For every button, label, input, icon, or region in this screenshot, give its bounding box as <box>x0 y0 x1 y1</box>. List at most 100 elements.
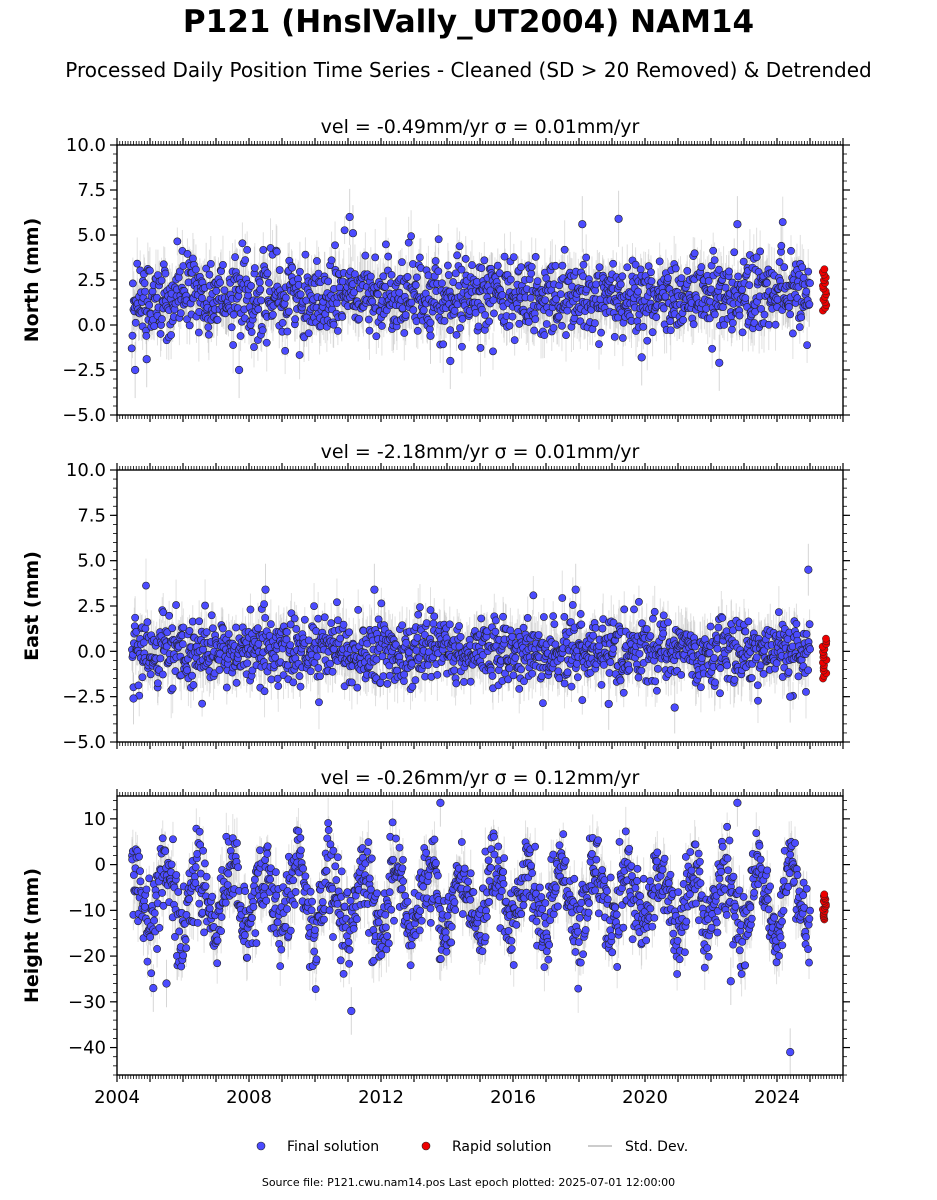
final-point <box>449 278 458 286</box>
final-point <box>461 254 470 263</box>
final-point <box>468 261 476 269</box>
final-point <box>291 315 299 324</box>
final-point <box>139 638 148 647</box>
final-point <box>616 280 625 289</box>
final-point <box>805 300 814 309</box>
final-point <box>431 257 440 265</box>
final-point <box>551 261 560 270</box>
north-data <box>127 188 831 399</box>
final-point <box>803 341 811 349</box>
final-point <box>679 316 688 324</box>
final-point <box>777 241 786 250</box>
final-point <box>156 330 165 338</box>
north-velocity-title: vel = -0.49mm/yr σ = 0.01mm/yr <box>321 116 640 138</box>
final-point <box>728 325 736 334</box>
final-point <box>158 670 167 679</box>
final-point <box>524 318 533 326</box>
final-point <box>265 278 273 287</box>
final-point <box>131 613 140 622</box>
final-point <box>728 318 737 327</box>
final-point <box>541 296 550 304</box>
final-point <box>530 326 539 335</box>
final-point <box>259 246 268 254</box>
final-point <box>697 263 706 271</box>
final-point <box>509 253 518 261</box>
final-point <box>411 281 420 290</box>
final-point <box>426 318 435 327</box>
final-point <box>156 654 165 663</box>
final-point <box>426 331 435 340</box>
final-point <box>498 291 507 299</box>
final-point <box>374 290 382 299</box>
final-point <box>157 315 166 323</box>
final-point <box>241 256 250 265</box>
final-point <box>202 264 211 273</box>
final-point <box>786 310 795 319</box>
final-point <box>194 328 203 337</box>
final-point <box>333 326 342 335</box>
final-point <box>614 214 623 223</box>
final-point <box>752 253 761 262</box>
final-point <box>250 264 259 272</box>
final-point <box>739 257 748 266</box>
final-point <box>395 288 404 297</box>
final-point <box>804 267 813 276</box>
final-point <box>558 261 567 270</box>
final-point <box>733 220 742 229</box>
final-point <box>474 322 483 331</box>
final-point <box>715 358 724 367</box>
final-point <box>579 260 588 269</box>
final-point <box>189 254 197 263</box>
final-point <box>212 287 221 295</box>
final-point <box>141 624 150 633</box>
final-point <box>562 331 570 339</box>
final-point <box>689 320 698 329</box>
final-point <box>327 256 336 265</box>
final-point <box>157 276 166 285</box>
final-point <box>159 608 168 617</box>
final-point <box>401 311 410 319</box>
final-point <box>756 247 765 256</box>
final-point <box>159 260 168 269</box>
final-point <box>558 321 566 330</box>
final-point <box>458 315 467 323</box>
final-point <box>450 306 459 315</box>
final-point <box>296 267 304 276</box>
final-point <box>145 301 154 309</box>
final-point <box>592 280 601 289</box>
final-point <box>128 279 137 288</box>
final-point <box>446 356 455 366</box>
final-point <box>648 328 657 337</box>
final-point <box>345 212 354 222</box>
final-point <box>533 277 542 285</box>
final-point <box>591 319 599 328</box>
final-point <box>610 332 619 341</box>
final-point <box>372 332 381 341</box>
final-point <box>142 355 151 364</box>
final-point <box>378 322 386 330</box>
final-point <box>304 329 313 338</box>
final-point <box>281 346 290 355</box>
y-tick-label: 2.5 <box>77 270 106 291</box>
final-point <box>595 263 604 272</box>
final-point <box>434 267 443 276</box>
final-point <box>140 279 149 288</box>
final-point <box>661 292 670 301</box>
final-point <box>560 245 569 254</box>
final-point <box>636 265 645 274</box>
final-point <box>444 271 453 279</box>
final-point <box>213 315 222 324</box>
final-point <box>146 670 155 679</box>
final-point <box>735 311 744 320</box>
final-point <box>549 323 558 332</box>
final-point <box>555 312 563 321</box>
final-point <box>434 235 443 244</box>
final-point <box>690 249 699 258</box>
final-point <box>381 282 390 291</box>
east-data <box>128 543 831 734</box>
final-point <box>806 279 814 288</box>
final-point <box>295 351 304 359</box>
final-point <box>229 341 238 349</box>
final-point <box>133 259 142 268</box>
final-point <box>250 343 258 351</box>
